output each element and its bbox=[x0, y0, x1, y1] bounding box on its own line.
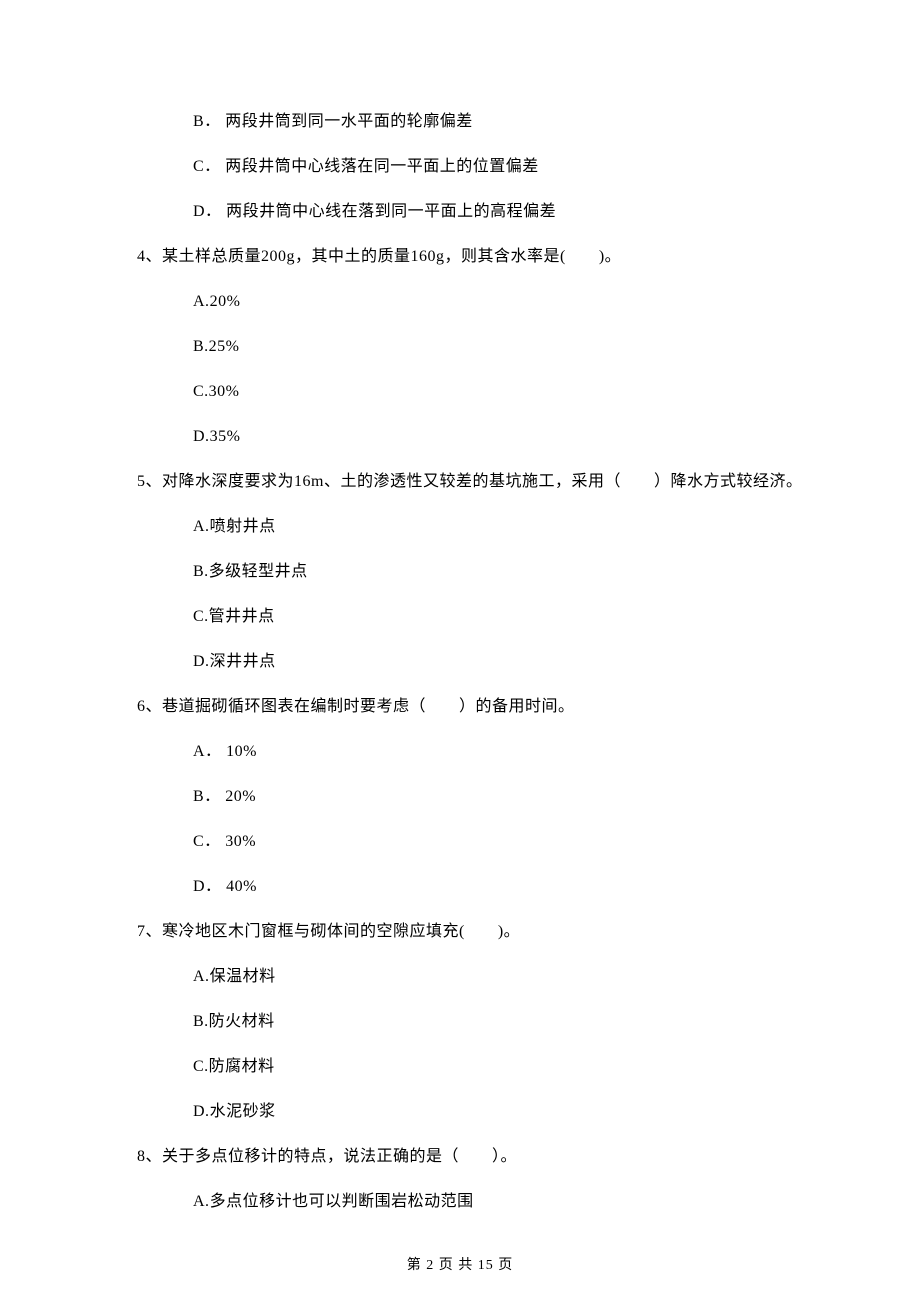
option-label: A. bbox=[193, 518, 210, 535]
option-text: 防腐材料 bbox=[209, 1058, 275, 1075]
page-content: B． 两段井筒到同一水平面的轮廓偏差 C． 两段井筒中心线落在同一平面上的位置偏… bbox=[0, 0, 920, 1214]
option-a: A.保温材料 bbox=[137, 965, 820, 989]
option-text: 30% bbox=[221, 833, 256, 850]
option-a: A.20% bbox=[137, 290, 820, 314]
option-a: A.喷射井点 bbox=[137, 515, 820, 539]
option-text: 喷射井点 bbox=[210, 518, 276, 535]
option-d: D.水泥砂浆 bbox=[137, 1100, 820, 1124]
page-footer: 第 2 页 共 15 页 bbox=[0, 1254, 920, 1274]
question-number: 7、 bbox=[137, 923, 162, 940]
orphan-options: B． 两段井筒到同一水平面的轮廓偏差 C． 两段井筒中心线落在同一平面上的位置偏… bbox=[137, 110, 820, 224]
option-label: C. bbox=[193, 1058, 209, 1075]
option-text: 多级轻型井点 bbox=[209, 563, 308, 580]
option-label: B. bbox=[193, 338, 209, 355]
option-label: B． bbox=[193, 113, 221, 130]
question-stem: 6、巷道掘砌循环图表在编制时要考虑（ ）的备用时间。 bbox=[137, 695, 820, 719]
option-text: 40% bbox=[222, 878, 257, 895]
question-6: 6、巷道掘砌循环图表在编制时要考虑（ ）的备用时间。 A． 10% B． 20%… bbox=[137, 695, 820, 899]
option-label: A. bbox=[193, 293, 210, 310]
question-stem: 7、寒冷地区木门窗框与砌体间的空隙应填充( )。 bbox=[137, 920, 820, 944]
option-text: 20% bbox=[210, 293, 241, 310]
option-b: B． 20% bbox=[137, 785, 820, 809]
option-c: C． 两段井筒中心线落在同一平面上的位置偏差 bbox=[137, 155, 820, 179]
option-text: 深井井点 bbox=[210, 653, 276, 670]
option-b: B． 两段井筒到同一水平面的轮廓偏差 bbox=[137, 110, 820, 134]
question-stem: 4、某土样总质量200g，其中土的质量160g，则其含水率是( )。 bbox=[137, 245, 820, 269]
option-text: 防火材料 bbox=[209, 1013, 275, 1030]
option-label: D. bbox=[193, 1103, 210, 1120]
option-c: C.30% bbox=[137, 380, 820, 404]
question-text: 巷道掘砌循环图表在编制时要考虑（ ）的备用时间。 bbox=[162, 698, 575, 715]
option-label: D. bbox=[193, 653, 210, 670]
option-d: D． 40% bbox=[137, 875, 820, 899]
option-d: D． 两段井筒中心线在落到同一平面上的高程偏差 bbox=[137, 200, 820, 224]
question-text: 寒冷地区木门窗框与砌体间的空隙应填充( )。 bbox=[162, 923, 520, 940]
question-number: 5、 bbox=[137, 473, 162, 490]
option-label: A． bbox=[193, 743, 222, 760]
question-text: 对降水深度要求为16m、土的渗透性又较差的基坑施工，采用（ ）降水方式较经济。 bbox=[162, 473, 802, 490]
option-text: 管井井点 bbox=[209, 608, 275, 625]
option-label: B. bbox=[193, 563, 209, 580]
option-b: B.25% bbox=[137, 335, 820, 359]
question-text: 某土样总质量200g，其中土的质量160g，则其含水率是( )。 bbox=[162, 248, 621, 265]
option-c: C.管井井点 bbox=[137, 605, 820, 629]
option-text: 35% bbox=[210, 428, 241, 445]
question-5: 5、对降水深度要求为16m、土的渗透性又较差的基坑施工，采用（ ）降水方式较经济… bbox=[137, 470, 820, 674]
option-label: C. bbox=[193, 383, 209, 400]
option-label: B. bbox=[193, 1013, 209, 1030]
option-label: C． bbox=[193, 158, 221, 175]
question-8: 8、关于多点位移计的特点，说法正确的是（ ）。 A.多点位移计也可以判断围岩松动… bbox=[137, 1145, 820, 1214]
option-text: 25% bbox=[209, 338, 240, 355]
option-a: A.多点位移计也可以判断围岩松动范围 bbox=[137, 1190, 820, 1214]
option-d: D.35% bbox=[137, 425, 820, 449]
option-text: 两段井筒中心线在落到同一平面上的高程偏差 bbox=[226, 203, 556, 220]
option-text: 20% bbox=[221, 788, 256, 805]
option-text: 水泥砂浆 bbox=[210, 1103, 276, 1120]
question-number: 6、 bbox=[137, 698, 162, 715]
option-label: A. bbox=[193, 1193, 210, 1210]
option-text: 10% bbox=[222, 743, 257, 760]
question-4: 4、某土样总质量200g，其中土的质量160g，则其含水率是( )。 A.20%… bbox=[137, 245, 820, 449]
option-text: 保温材料 bbox=[210, 968, 276, 985]
option-label: C. bbox=[193, 608, 209, 625]
option-label: A. bbox=[193, 968, 210, 985]
option-label: C． bbox=[193, 833, 221, 850]
option-b: B.多级轻型井点 bbox=[137, 560, 820, 584]
option-label: D． bbox=[193, 878, 222, 895]
option-c: C． 30% bbox=[137, 830, 820, 854]
question-number: 4、 bbox=[137, 248, 162, 265]
option-label: D． bbox=[193, 203, 222, 220]
question-stem: 5、对降水深度要求为16m、土的渗透性又较差的基坑施工，采用（ ）降水方式较经济… bbox=[137, 470, 820, 494]
question-7: 7、寒冷地区木门窗框与砌体间的空隙应填充( )。 A.保温材料 B.防火材料 C… bbox=[137, 920, 820, 1124]
option-text: 多点位移计也可以判断围岩松动范围 bbox=[210, 1193, 474, 1210]
option-text: 两段井筒中心线落在同一平面上的位置偏差 bbox=[225, 158, 539, 175]
option-text: 两段井筒到同一水平面的轮廓偏差 bbox=[225, 113, 473, 130]
question-stem: 8、关于多点位移计的特点，说法正确的是（ ）。 bbox=[137, 1145, 820, 1169]
option-label: B． bbox=[193, 788, 221, 805]
question-text: 关于多点位移计的特点，说法正确的是（ ）。 bbox=[162, 1148, 517, 1165]
option-label: D. bbox=[193, 428, 210, 445]
option-c: C.防腐材料 bbox=[137, 1055, 820, 1079]
question-number: 8、 bbox=[137, 1148, 162, 1165]
option-d: D.深井井点 bbox=[137, 650, 820, 674]
option-a: A． 10% bbox=[137, 740, 820, 764]
option-text: 30% bbox=[209, 383, 240, 400]
option-b: B.防火材料 bbox=[137, 1010, 820, 1034]
